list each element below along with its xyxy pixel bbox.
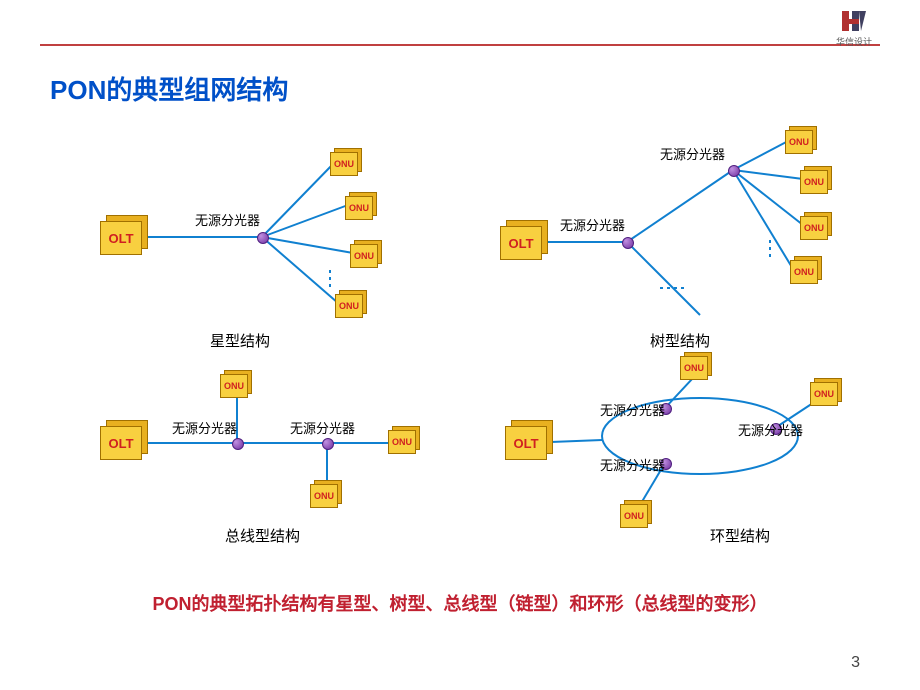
- ring-onu-3: ONU: [620, 500, 650, 526]
- star-splitter: [257, 232, 269, 244]
- bus-splitter-2-label: 无源分光器: [290, 418, 355, 437]
- logo: 华信设计: [830, 8, 878, 48]
- tree-splitter-2: [728, 165, 740, 177]
- ring-splitter-1-label: 无源分光器: [600, 400, 665, 419]
- tree-onu-3: ONU: [800, 212, 830, 238]
- star-onu-3: ONU: [350, 240, 380, 266]
- tree-splitter-1: [622, 237, 634, 249]
- logo-icon: [839, 8, 869, 34]
- bus-caption: 总线型结构: [225, 525, 300, 546]
- wires-svg: [0, 120, 920, 550]
- page-title: PON的典型组网结构: [50, 70, 288, 107]
- tree-splitter-1-label: 无源分光器: [560, 215, 625, 234]
- diagrams-area: OLT 无源分光器 ONU ONU ONU ONU 星型结构 OLT 无源分光器…: [0, 120, 920, 550]
- bus-splitter-1: [232, 438, 244, 450]
- star-splitter-label: 无源分光器: [195, 210, 260, 229]
- tree-splitter-2-label: 无源分光器: [660, 144, 725, 163]
- tree-caption: 树型结构: [650, 330, 710, 351]
- logo-text: 华信设计: [830, 35, 878, 48]
- tree-olt-node: OLT: [500, 220, 546, 258]
- star-onu-4: ONU: [335, 290, 365, 316]
- footer-summary: PON的典型拓扑结构有星型、树型、总线型（链型）和环形（总线型的变形）: [0, 590, 920, 616]
- bus-onu-3: ONU: [388, 426, 418, 452]
- header-rule: [40, 44, 880, 46]
- bus-onu-2: ONU: [310, 480, 340, 506]
- ring-onu-1: ONU: [680, 352, 710, 378]
- bus-olt-node: OLT: [100, 420, 146, 458]
- ring-onu-2: ONU: [810, 378, 840, 404]
- ring-splitter-3-label: 无源分光器: [600, 455, 665, 474]
- olt-label: OLT: [100, 221, 142, 255]
- ring-caption: 环型结构: [710, 525, 770, 546]
- star-onu-1: ONU: [330, 148, 360, 174]
- ring-olt-node: OLT: [505, 420, 551, 458]
- ring-splitter-2-label: 无源分光器: [738, 420, 803, 439]
- bus-splitter-2: [322, 438, 334, 450]
- bus-onu-1: ONU: [220, 370, 250, 396]
- star-caption: 星型结构: [210, 330, 270, 351]
- page-number: 3: [851, 654, 860, 672]
- star-onu-2: ONU: [345, 192, 375, 218]
- tree-onu-1: ONU: [785, 126, 815, 152]
- tree-onu-4: ONU: [790, 256, 820, 282]
- star-olt-node: OLT: [100, 215, 146, 253]
- bus-splitter-1-label: 无源分光器: [172, 418, 237, 437]
- tree-onu-2: ONU: [800, 166, 830, 192]
